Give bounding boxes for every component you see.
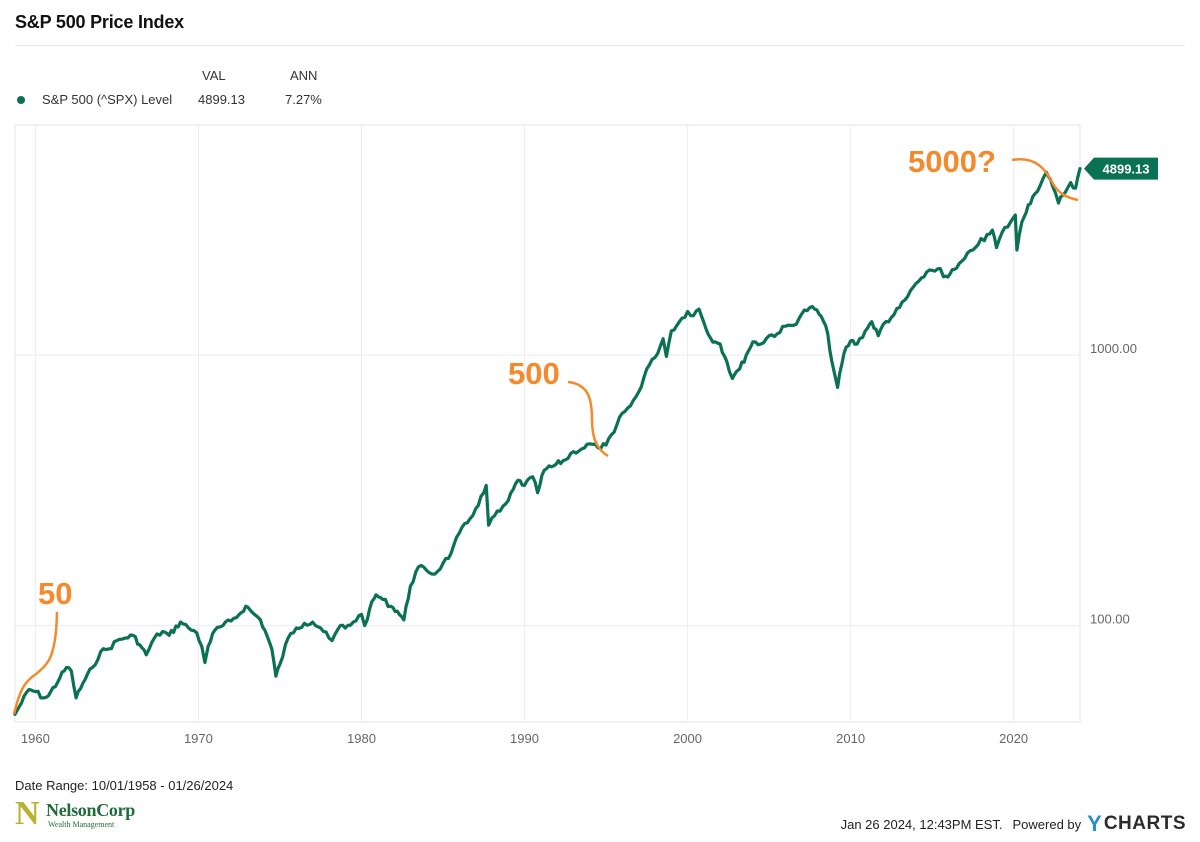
date-range: Date Range: 10/01/1958 - 01/26/2024 (15, 778, 234, 793)
series-line (13, 167, 1082, 716)
legend-series-value: 4899.13 (198, 92, 245, 107)
powered-by-text: Powered by (1012, 816, 1082, 832)
footer-credit: Jan 26 2024, 12:43PM EST. Powered by Y C… (841, 812, 1186, 836)
y-tick-label: 100.00 (1090, 612, 1130, 627)
annotation-5000-curve (1011, 158, 1079, 202)
x-tick-label: 2020 (999, 731, 1028, 746)
legend-col-val: VAL (202, 68, 226, 83)
nelsoncorp-logo: N NelsonCorp Wealth Management (15, 797, 145, 831)
annotation-50: 50 (38, 576, 72, 611)
y-tick-label: 1000.00 (1090, 341, 1137, 356)
legend-col-ann: ANN (290, 68, 318, 83)
x-tick-label: 2000 (673, 731, 702, 746)
legend-series-ann: 7.27% (285, 92, 322, 107)
page-title: S&P 500 Price Index (15, 12, 184, 32)
x-tick-label: 1960 (21, 731, 50, 746)
annotation-500-curve (567, 380, 609, 458)
logo-subtitle: Wealth Management (48, 820, 115, 829)
legend-series-label[interactable]: S&P 500 (^SPX) Level (42, 92, 173, 107)
plot-area (14, 124, 1081, 723)
logo-n-mark: N (15, 795, 40, 832)
annotation-50-curve (12, 611, 59, 715)
timestamp: Jan 26 2024, 12:43PM EST. (840, 816, 1003, 832)
ycharts-logo-y[interactable]: Y (1087, 811, 1102, 836)
last-value-label: 4899.13 (1103, 162, 1150, 177)
ycharts-logo-text[interactable]: CHARTS (1103, 813, 1186, 834)
annotation-500: 500 (508, 356, 560, 391)
x-tick-label: 1970 (184, 731, 213, 746)
x-tick-label: 1990 (510, 731, 539, 746)
last-value-tag (1084, 157, 1158, 180)
x-tick-label: 1980 (347, 731, 376, 746)
legend-series-dot (17, 96, 25, 104)
title-divider (15, 45, 1185, 46)
x-tick-label: 2010 (836, 731, 865, 746)
annotation-5000: 5000? (908, 144, 996, 179)
logo-name: NelsonCorp (46, 800, 136, 820)
